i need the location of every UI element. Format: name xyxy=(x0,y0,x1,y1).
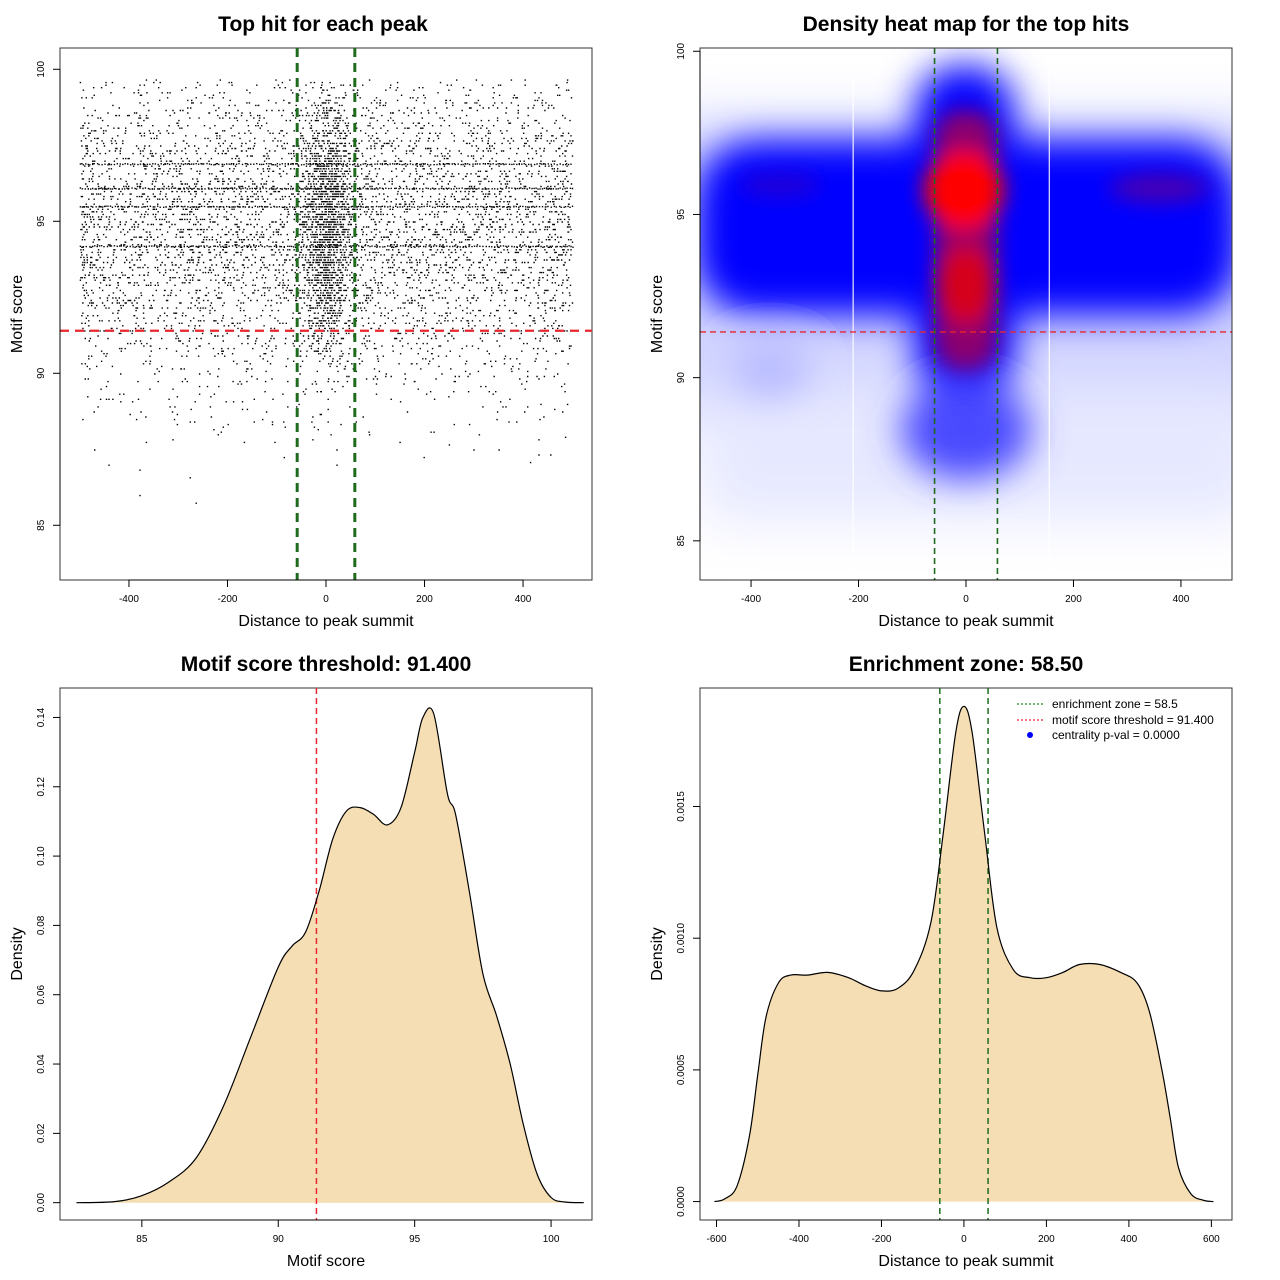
score-density-y-tick-label: 0.04 xyxy=(36,1054,47,1074)
score-density-y-tick-label: 0.14 xyxy=(36,707,47,727)
legend-enrichment-zone-label: enrichment zone = 58.5 xyxy=(1052,697,1178,711)
heatmap-y-tick-label: 85 xyxy=(676,535,687,547)
heatmap-y-axis: 85 90 95 100 xyxy=(676,42,701,547)
distance-density-x-tick-label: 400 xyxy=(1121,1234,1138,1245)
heatmap-x-axis: -400 -200 0 200 400 xyxy=(741,579,1190,605)
distance-density-title: Enrichment zone: 58.50 xyxy=(849,653,1084,676)
heatmap-y-label: Motif score xyxy=(649,275,666,353)
distance-density-curve-line xyxy=(714,705,1214,1203)
heatmap-y-tick-label: 95 xyxy=(676,208,687,220)
score-density-x-tick-label: 100 xyxy=(543,1234,560,1245)
scatter-points xyxy=(79,79,574,504)
scatter-x-label: Distance to peak summit xyxy=(238,613,414,630)
heatmap-x-tick-label: 400 xyxy=(1173,594,1190,605)
scatter-x-tick-label: 0 xyxy=(323,594,329,605)
score-density-x-tick-label: 90 xyxy=(273,1234,285,1245)
score-density-y-tick-label: 0.10 xyxy=(36,846,47,866)
distance-density-x-tick-label: 200 xyxy=(1038,1234,1055,1245)
heatmap-density xyxy=(700,48,1232,580)
scatter-title: Top hit for each peak xyxy=(218,13,428,36)
scatter-x-tick-label: -200 xyxy=(217,594,237,605)
score-density-y-tick-label: 0.06 xyxy=(36,985,47,1005)
scatter-x-tick-label: 200 xyxy=(416,594,433,605)
heatmap-reference-lines xyxy=(700,48,1232,580)
distance-density-x-axis: -600 -400 -200 0 200 400 600 xyxy=(706,1219,1220,1245)
scatter-y-tick-label: 90 xyxy=(36,367,47,379)
legend-motif-threshold-label: motif score threshold = 91.400 xyxy=(1052,713,1214,727)
score-density-curve-line xyxy=(76,707,584,1204)
distance-density-y-tick-label: 0.0010 xyxy=(676,922,687,953)
heatmap-x-tick-label: -400 xyxy=(741,594,761,605)
score-density-x-label: Motif score xyxy=(287,1253,365,1270)
scatter-panel: Top hit for each peak -400 -200 0 200 400 85… xyxy=(9,13,593,630)
legend-centrality-pval-label: centrality p-val = 0.0000 xyxy=(1052,728,1180,742)
distance-density-panel: Enrichment zone: 58.50 -600 -400 -200 0 200 4… xyxy=(649,653,1233,1270)
distance-density-y-tick-label: 0.0000 xyxy=(676,1186,687,1217)
score-density-x-tick-label: 95 xyxy=(409,1234,421,1245)
heatmap-y-tick-label: 90 xyxy=(676,372,687,384)
heatmap-x-tick-label: -200 xyxy=(849,594,869,605)
distance-density-x-tick-label: 0 xyxy=(961,1234,967,1245)
scatter-y-label: Motif score xyxy=(9,275,26,353)
scatter-y-tick-label: 100 xyxy=(36,61,47,78)
score-density-y-axis: 0.00 0.02 0.04 0.06 0.08 0.10 0.12 0.14 xyxy=(36,707,61,1213)
heatmap-x-tick-label: 200 xyxy=(1065,594,1082,605)
score-density-y-tick-label: 0.00 xyxy=(36,1193,47,1213)
distance-density-y-axis: 0.0000 0.0005 0.0010 0.0015 xyxy=(676,791,701,1217)
heatmap-x-tick-label: 0 xyxy=(963,594,969,605)
scatter-y-tick-label: 95 xyxy=(36,215,47,227)
heatmap-title: Density heat map for the top hits xyxy=(803,13,1130,36)
score-density-x-tick-label: 85 xyxy=(136,1234,148,1245)
score-density-title: Motif score threshold: 91.400 xyxy=(181,653,472,676)
distance-density-y-tick-label: 0.0005 xyxy=(676,1054,687,1085)
scatter-x-axis: -400 -200 0 200 400 xyxy=(119,579,532,605)
legend-centrality-pval-marker xyxy=(1027,732,1033,738)
score-density-y-tick-label: 0.12 xyxy=(36,777,47,797)
heatmap-panel: Density heat map for the top hits xyxy=(649,13,1233,630)
score-density-panel: Motif score threshold: 91.400 85 90 95 100 … xyxy=(9,653,593,1270)
scatter-x-tick-label: -400 xyxy=(119,594,139,605)
distance-density-y-label: Density xyxy=(649,927,666,980)
distance-density-area-fill xyxy=(714,706,1214,1202)
scatter-x-tick-label: 400 xyxy=(515,594,532,605)
distance-density-x-tick-label: 600 xyxy=(1203,1234,1220,1245)
distance-density-legend: enrichment zone = 58.5 motif score thres… xyxy=(1017,697,1214,742)
scatter-reference-lines xyxy=(60,48,592,580)
distance-density-x-tick-label: -600 xyxy=(706,1234,726,1245)
score-density-curve-group xyxy=(76,688,584,1220)
score-density-area-fill xyxy=(76,707,584,1203)
score-density-y-tick-label: 0.08 xyxy=(36,915,47,935)
score-density-x-axis: 85 90 95 100 xyxy=(136,1219,560,1245)
scatter-point-markers xyxy=(79,79,574,504)
heatmap-x-label: Distance to peak summit xyxy=(878,613,1054,630)
distance-density-x-tick-label: -400 xyxy=(789,1234,809,1245)
distance-density-x-tick-label: -200 xyxy=(871,1234,891,1245)
scatter-y-axis: 85 90 95 100 xyxy=(36,61,61,531)
distance-density-curve-group xyxy=(714,688,1214,1220)
distance-density-y-tick-label: 0.0015 xyxy=(676,791,687,822)
heatmap-y-tick-label: 100 xyxy=(676,42,687,59)
score-density-y-label: Density xyxy=(9,927,26,980)
score-density-y-tick-label: 0.02 xyxy=(36,1123,47,1143)
distance-density-x-label: Distance to peak summit xyxy=(878,1253,1054,1270)
scatter-y-tick-label: 85 xyxy=(36,519,47,531)
scatter-plot-frame xyxy=(59,47,593,581)
